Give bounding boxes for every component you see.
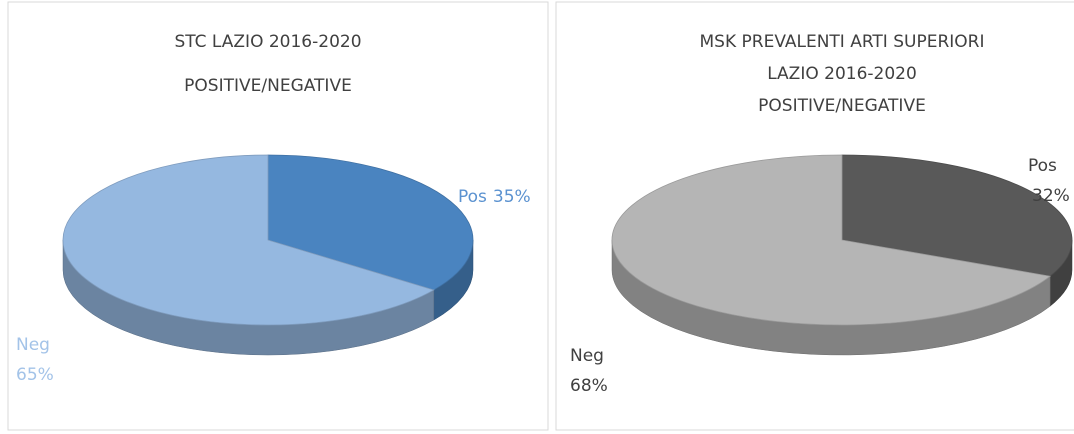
chart-title: LAZIO 2016-2020: [767, 64, 917, 84]
chart-title: STC LAZIO 2016-2020: [174, 32, 361, 52]
slice-label: Pos: [458, 187, 487, 207]
slice-value: 35%: [493, 187, 531, 207]
slice-label: Neg: [570, 346, 604, 366]
slice-label: Neg: [16, 335, 50, 355]
slice-label: Pos: [1028, 156, 1057, 176]
slice: [267, 154, 474, 291]
slice-value: 65%: [16, 365, 54, 385]
slice-value: 32%: [1032, 186, 1070, 206]
chart-title: MSK PREVALENTI ARTI SUPERIORI: [700, 32, 985, 52]
slice: [62, 154, 435, 326]
chart-subtitle: POSITIVE/NEGATIVE: [184, 76, 352, 96]
slice-value: 68%: [570, 376, 608, 396]
slice: [611, 154, 1052, 326]
chart-subtitle: POSITIVE/NEGATIVE: [758, 96, 926, 116]
slice: [841, 154, 1073, 277]
